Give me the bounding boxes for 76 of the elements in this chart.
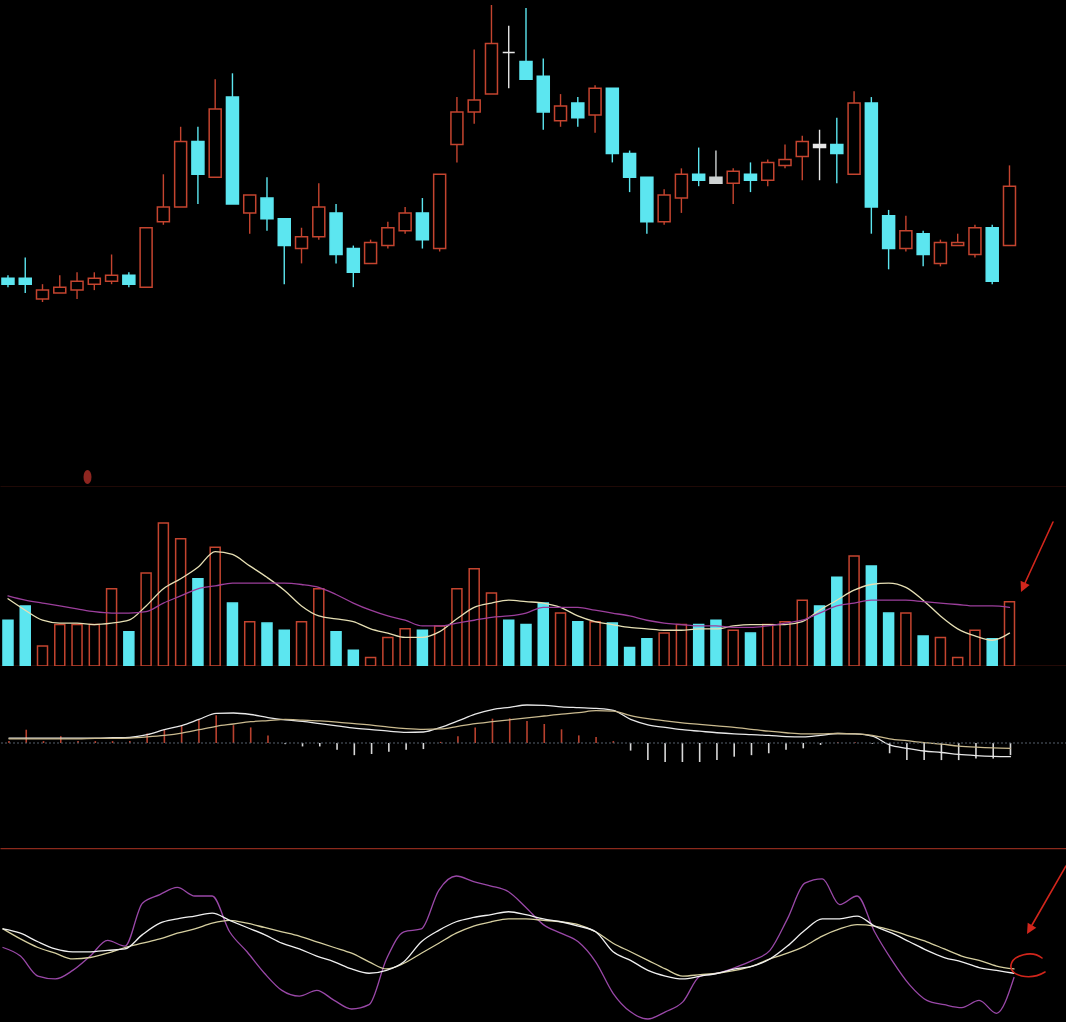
bar bbox=[641, 638, 653, 666]
bar bbox=[313, 588, 325, 666]
bar bbox=[951, 656, 964, 666]
bar bbox=[364, 656, 377, 666]
bar bbox=[658, 632, 670, 666]
bar bbox=[502, 619, 515, 666]
bar bbox=[537, 602, 550, 666]
candlestick bbox=[122, 271, 136, 288]
bar bbox=[278, 629, 290, 666]
bar bbox=[485, 592, 498, 666]
bar bbox=[744, 632, 757, 666]
candlestick bbox=[381, 221, 395, 250]
bar bbox=[986, 638, 998, 666]
candlestick bbox=[398, 206, 412, 235]
candlestick bbox=[899, 215, 913, 253]
bar bbox=[554, 612, 567, 666]
bar bbox=[88, 623, 101, 666]
bar bbox=[71, 623, 83, 666]
candlestick bbox=[70, 271, 84, 300]
bar bbox=[468, 568, 480, 666]
bar bbox=[36, 645, 49, 666]
bar bbox=[623, 646, 636, 666]
bar bbox=[226, 602, 239, 666]
bar bbox=[382, 636, 394, 666]
bar bbox=[157, 522, 170, 666]
bar bbox=[105, 588, 118, 666]
bar bbox=[174, 537, 187, 666]
candlestick bbox=[657, 188, 671, 226]
bar bbox=[589, 620, 601, 666]
bar bbox=[572, 620, 584, 666]
candlestick bbox=[588, 84, 602, 134]
bar bbox=[123, 630, 135, 666]
bar bbox=[451, 588, 463, 666]
bar bbox=[19, 605, 31, 666]
bar bbox=[779, 620, 791, 666]
bar bbox=[399, 628, 411, 666]
candlestick bbox=[329, 203, 343, 265]
bar bbox=[209, 546, 221, 666]
bar bbox=[2, 619, 14, 666]
bar bbox=[900, 612, 912, 666]
bar bbox=[865, 565, 878, 666]
bar bbox=[882, 612, 895, 666]
candlestick bbox=[1, 274, 15, 288]
candlestick bbox=[501, 25, 516, 89]
candlestick bbox=[968, 224, 982, 259]
candlestick bbox=[830, 117, 844, 184]
bar bbox=[727, 629, 739, 666]
bar bbox=[831, 576, 843, 666]
candlestick bbox=[260, 176, 274, 232]
bar bbox=[261, 622, 273, 666]
bar bbox=[710, 619, 722, 666]
candlestick bbox=[916, 230, 930, 268]
bar bbox=[433, 625, 446, 666]
candlestick bbox=[450, 96, 464, 164]
bar bbox=[192, 578, 204, 666]
candlestick bbox=[191, 126, 205, 205]
bar bbox=[295, 620, 308, 666]
bar bbox=[969, 629, 981, 666]
bar bbox=[761, 623, 774, 666]
bar bbox=[813, 605, 826, 666]
bar bbox=[796, 599, 809, 666]
bar bbox=[934, 636, 947, 666]
bar bbox=[330, 630, 342, 666]
bar bbox=[1003, 600, 1016, 666]
bar bbox=[347, 649, 360, 666]
bar bbox=[243, 620, 256, 666]
bar bbox=[848, 555, 860, 666]
bar bbox=[606, 622, 619, 666]
bar bbox=[520, 623, 532, 666]
bar bbox=[140, 572, 152, 666]
candlestick bbox=[778, 143, 792, 170]
bar bbox=[416, 629, 429, 666]
bar bbox=[54, 623, 66, 666]
bar bbox=[675, 623, 688, 666]
candlestick bbox=[467, 48, 481, 125]
bar bbox=[917, 635, 929, 666]
